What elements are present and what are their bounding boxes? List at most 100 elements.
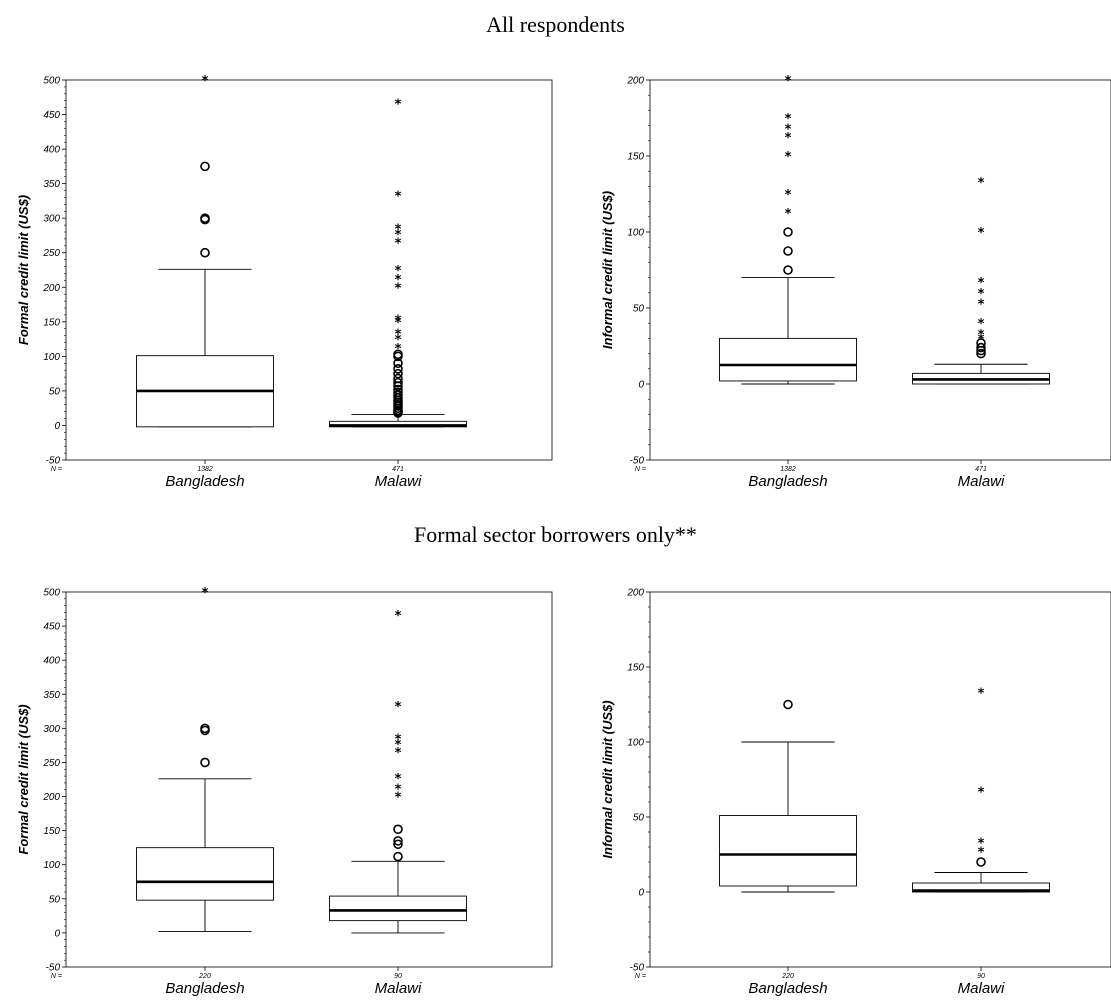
y-tick-label: -50 <box>630 963 645 974</box>
box-bangladesh <box>719 815 857 887</box>
box-malawi <box>912 882 1050 893</box>
y-tick-label: -50 <box>46 456 61 467</box>
category-label-bangladesh: Bangladesh <box>748 980 827 997</box>
y-tick-label: 300 <box>43 724 60 735</box>
category-label-malawi: Malawi <box>958 473 1005 490</box>
extreme-point-malawi: * <box>395 609 402 624</box>
extreme-point-malawi: * <box>978 846 985 861</box>
outlier-point-malawi <box>976 857 986 867</box>
extreme-point-malawi: * <box>978 276 985 291</box>
extreme-point-malawi: * <box>395 333 402 348</box>
y-tick-label: 350 <box>43 179 60 190</box>
extreme-point-malawi: * <box>395 746 402 761</box>
extreme-point-bangladesh: * <box>202 74 209 89</box>
n-count-malawi: 471 <box>975 466 987 473</box>
extreme-point-bangladesh: * <box>785 123 792 138</box>
extreme-point-malawi: * <box>395 236 402 251</box>
y-tick-label: 300 <box>43 214 60 225</box>
y-axis-title: Informal credit limit (US$) <box>600 191 615 349</box>
outlier-point-malawi <box>393 377 403 388</box>
extreme-point-malawi: * <box>978 786 985 801</box>
boxplot-informal-all: -50 0 50 100 150 200 Informal credit limit (US… <box>600 74 1111 490</box>
outlier-point-malawi <box>393 851 403 862</box>
y-tick-label: 500 <box>43 76 60 87</box>
box-bangladesh <box>136 847 274 901</box>
n-count-bangladesh: 220 <box>781 973 794 980</box>
extreme-point-malawi: * <box>978 328 985 343</box>
section-title-all-respondents: All respondents <box>486 12 625 37</box>
n-count-malawi: 90 <box>977 973 985 980</box>
category-label-bangladesh: Bangladesh <box>165 473 244 490</box>
y-tick-label: 0 <box>638 380 644 391</box>
n-prefix-label: N = <box>51 466 62 473</box>
plot-frame <box>649 79 1111 461</box>
extreme-point-bangladesh: * <box>785 74 792 89</box>
outlier-point-malawi <box>976 338 986 348</box>
category-label-malawi: Malawi <box>375 980 422 997</box>
extreme-point-malawi: * <box>395 264 402 279</box>
y-tick-label: 250 <box>42 758 60 769</box>
outlier-point-malawi <box>393 839 403 850</box>
n-count-malawi: 90 <box>394 973 402 980</box>
extreme-point-bangladesh: * <box>785 150 792 165</box>
y-tick-label: 150 <box>43 317 60 328</box>
y-tick-label: 450 <box>43 622 60 633</box>
extreme-point-malawi: * <box>395 342 402 357</box>
extreme-point-bangladesh: * <box>785 112 792 127</box>
n-count-bangladesh: 1382 <box>780 466 796 473</box>
box-bangladesh <box>719 337 857 382</box>
outlier-point-bangladesh <box>200 757 210 768</box>
n-count-bangladesh: 220 <box>198 973 211 980</box>
box-malawi <box>329 420 467 428</box>
outlier-point-malawi <box>393 390 403 400</box>
plot-frame <box>649 591 1111 968</box>
outlier-point-malawi <box>393 824 403 835</box>
y-tick-label: 200 <box>626 588 644 599</box>
extreme-point-malawi: * <box>395 273 402 288</box>
outlier-point-malawi <box>976 348 986 359</box>
extreme-point-malawi: * <box>395 791 402 806</box>
y-tick-label: 0 <box>54 928 60 939</box>
outlier-point-bangladesh <box>200 723 210 734</box>
outlier-point-bangladesh <box>783 265 793 275</box>
extreme-point-bangladesh: * <box>785 188 792 203</box>
box-malawi <box>329 895 467 922</box>
y-tick-label: 150 <box>627 663 644 674</box>
extreme-point-malawi: * <box>395 189 402 204</box>
extreme-point-bangladesh: * <box>202 586 209 601</box>
y-tick-label: 0 <box>638 888 644 899</box>
extreme-point-malawi: * <box>978 332 985 347</box>
boxplot-formal-borrowers: -50 0 50 100 150 200 250 300 350 400 450 500 Formal … <box>16 586 553 997</box>
y-tick-label: 150 <box>627 152 644 163</box>
extreme-point-malawi: * <box>395 228 402 243</box>
y-tick-label: 250 <box>42 248 60 259</box>
y-axis-title: Formal credit limit (US$) <box>16 704 31 854</box>
extreme-point-malawi: * <box>395 223 402 238</box>
y-tick-label: 450 <box>43 110 60 121</box>
n-prefix-label: N = <box>635 466 646 473</box>
outlier-point-bangladesh <box>783 699 793 710</box>
extreme-point-malawi: * <box>978 176 985 191</box>
outlier-point-malawi <box>393 373 403 384</box>
category-label-bangladesh: Bangladesh <box>165 980 244 997</box>
outlier-point-malawi <box>976 342 986 353</box>
y-tick-label: 150 <box>43 826 60 837</box>
outlier-point-malawi <box>393 836 403 846</box>
y-tick-label: -50 <box>46 963 61 974</box>
extreme-point-malawi: * <box>395 700 402 715</box>
extreme-point-malawi: * <box>395 738 402 753</box>
category-label-bangladesh: Bangladesh <box>748 473 827 490</box>
y-tick-label: 50 <box>633 304 645 315</box>
y-tick-label: 50 <box>49 894 61 905</box>
extreme-point-malawi: * <box>395 328 402 343</box>
extreme-point-malawi: * <box>395 97 402 112</box>
y-tick-label: 400 <box>43 656 60 667</box>
extreme-point-malawi: * <box>978 226 985 241</box>
boxplot-formal-all: -50 0 50 100 150 200 250 300 350 400 450 500 Formal … <box>16 74 553 490</box>
n-prefix-label: N = <box>51 973 62 980</box>
y-tick-label: 50 <box>633 813 645 824</box>
extreme-point-malawi: * <box>978 837 985 852</box>
y-tick-label: 200 <box>42 283 60 294</box>
extreme-point-malawi: * <box>978 297 985 312</box>
n-count-bangladesh: 1382 <box>197 466 213 473</box>
